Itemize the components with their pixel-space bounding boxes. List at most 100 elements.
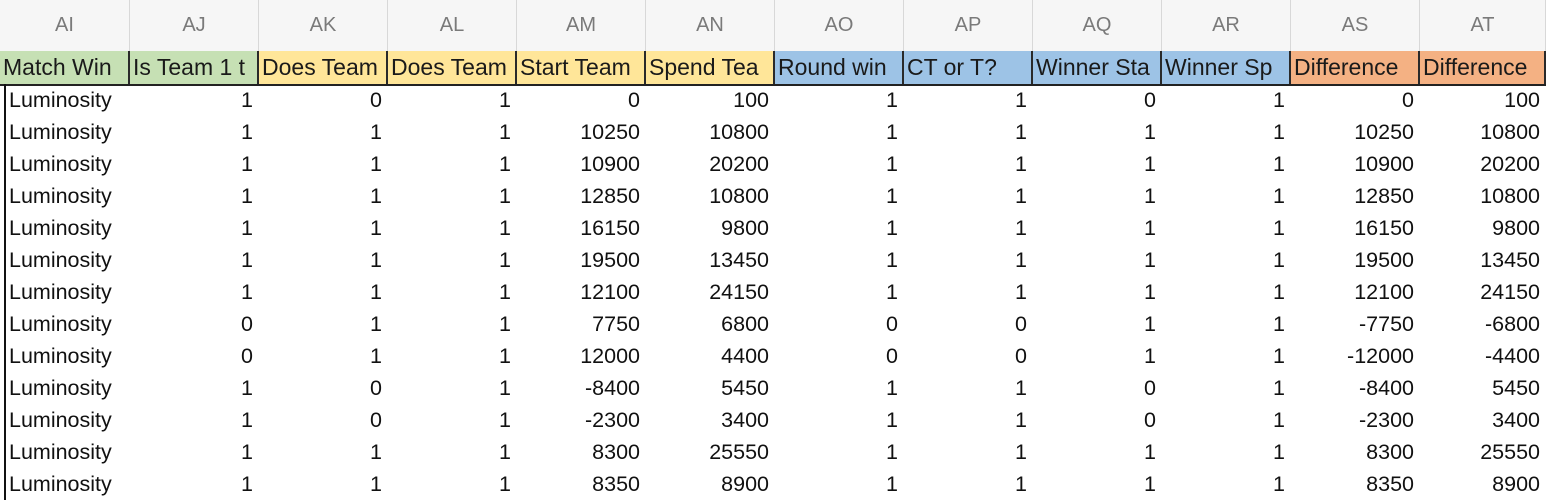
table-cell[interactable]: 24150 bbox=[709, 280, 769, 304]
table-cell[interactable]: 25550 bbox=[709, 440, 769, 464]
table-cell[interactable]: 1 bbox=[499, 376, 511, 400]
table-cell[interactable]: 1 bbox=[241, 184, 253, 208]
field-header-cell[interactable]: Does Team bbox=[259, 51, 388, 84]
field-header-cell[interactable]: Difference bbox=[1420, 51, 1546, 84]
table-cell[interactable]: 1 bbox=[1273, 216, 1285, 240]
table-cell[interactable]: 1 bbox=[241, 440, 253, 464]
table-cell[interactable]: 1 bbox=[1144, 280, 1156, 304]
table-cell[interactable]: 1 bbox=[241, 472, 253, 496]
table-cell[interactable]: 1 bbox=[1144, 344, 1156, 368]
table-cell[interactable]: 1 bbox=[1144, 216, 1156, 240]
table-cell[interactable]: 0 bbox=[370, 408, 382, 432]
table-cell[interactable]: 8300 bbox=[592, 440, 640, 464]
table-cell[interactable]: 1 bbox=[886, 408, 898, 432]
table-cell[interactable]: 0 bbox=[370, 376, 382, 400]
table-cell[interactable]: 0 bbox=[886, 312, 898, 336]
table-cell[interactable]: 5450 bbox=[721, 376, 769, 400]
table-cell[interactable]: 1 bbox=[370, 248, 382, 272]
table-cell[interactable]: 1 bbox=[1144, 312, 1156, 336]
table-cell[interactable]: 19500 bbox=[1354, 248, 1414, 272]
table-cell[interactable]: 1 bbox=[370, 280, 382, 304]
table-cell[interactable]: 1 bbox=[1015, 216, 1027, 240]
table-cell[interactable]: 8350 bbox=[592, 472, 640, 496]
table-cell[interactable]: Luminosity bbox=[9, 88, 112, 112]
table-cell[interactable]: 1 bbox=[886, 88, 898, 112]
table-cell[interactable]: 1 bbox=[241, 248, 253, 272]
table-cell[interactable]: 16150 bbox=[580, 216, 640, 240]
table-cell[interactable]: 1 bbox=[886, 440, 898, 464]
table-cell[interactable]: -2300 bbox=[1359, 408, 1414, 432]
table-cell[interactable]: Luminosity bbox=[9, 376, 112, 400]
table-cell[interactable]: -4400 bbox=[1485, 344, 1540, 368]
table-cell[interactable]: Luminosity bbox=[9, 248, 112, 272]
table-cell[interactable]: 6800 bbox=[721, 312, 769, 336]
table-cell[interactable]: Luminosity bbox=[9, 280, 112, 304]
table-cell[interactable]: 1 bbox=[499, 472, 511, 496]
table-cell[interactable]: 1 bbox=[1015, 248, 1027, 272]
table-cell[interactable]: 1 bbox=[499, 344, 511, 368]
table-cell[interactable]: 0 bbox=[886, 344, 898, 368]
table-cell[interactable]: Luminosity bbox=[9, 472, 112, 496]
table-cell[interactable]: 13450 bbox=[709, 248, 769, 272]
field-header-cell[interactable]: Difference bbox=[1291, 51, 1420, 84]
column-letter-header[interactable]: AJ bbox=[130, 0, 259, 51]
column-letter-header[interactable]: AT bbox=[1420, 0, 1546, 51]
table-cell[interactable]: 1 bbox=[370, 216, 382, 240]
table-cell[interactable]: 1 bbox=[370, 120, 382, 144]
table-cell[interactable]: 10900 bbox=[580, 152, 640, 176]
table-cell[interactable]: Luminosity bbox=[9, 408, 112, 432]
table-cell[interactable]: 1 bbox=[886, 152, 898, 176]
table-cell[interactable]: 1 bbox=[1144, 120, 1156, 144]
table-cell[interactable]: 1 bbox=[1273, 120, 1285, 144]
table-cell[interactable]: 1 bbox=[1015, 88, 1027, 112]
table-cell[interactable]: 12000 bbox=[580, 344, 640, 368]
table-cell[interactable]: 1 bbox=[499, 440, 511, 464]
table-cell[interactable]: 1 bbox=[241, 280, 253, 304]
table-cell[interactable]: 1 bbox=[1273, 312, 1285, 336]
table-cell[interactable]: 10900 bbox=[1354, 152, 1414, 176]
table-cell[interactable]: 1 bbox=[370, 472, 382, 496]
table-cell[interactable]: 12850 bbox=[580, 184, 640, 208]
table-cell[interactable]: 1 bbox=[499, 248, 511, 272]
table-cell[interactable]: 1 bbox=[1273, 184, 1285, 208]
table-cell[interactable]: -12000 bbox=[1347, 344, 1414, 368]
table-cell[interactable]: 1 bbox=[1273, 408, 1285, 432]
table-cell[interactable]: 1 bbox=[241, 376, 253, 400]
field-header-cell[interactable]: Winner Sp bbox=[1162, 51, 1291, 84]
table-cell[interactable]: 16150 bbox=[1354, 216, 1414, 240]
table-cell[interactable]: 9800 bbox=[1492, 216, 1540, 240]
table-cell[interactable]: 1 bbox=[499, 88, 511, 112]
table-cell[interactable]: 1 bbox=[886, 472, 898, 496]
table-cell[interactable]: 1 bbox=[1015, 472, 1027, 496]
table-cell[interactable]: 0 bbox=[1402, 88, 1414, 112]
table-cell[interactable]: 100 bbox=[1504, 88, 1540, 112]
table-cell[interactable]: 100 bbox=[733, 88, 769, 112]
table-cell[interactable]: 1 bbox=[1273, 440, 1285, 464]
table-cell[interactable]: 12100 bbox=[580, 280, 640, 304]
table-cell[interactable]: Luminosity bbox=[9, 152, 112, 176]
column-letter-header[interactable]: AK bbox=[259, 0, 388, 51]
table-cell[interactable]: 1 bbox=[1015, 120, 1027, 144]
table-cell[interactable]: 10800 bbox=[709, 120, 769, 144]
column-letter-header[interactable]: AI bbox=[0, 0, 130, 51]
table-cell[interactable]: 1 bbox=[241, 216, 253, 240]
table-cell[interactable]: 1 bbox=[370, 184, 382, 208]
table-cell[interactable]: 0 bbox=[1015, 312, 1027, 336]
table-cell[interactable]: 1 bbox=[499, 408, 511, 432]
table-cell[interactable]: 20200 bbox=[709, 152, 769, 176]
table-cell[interactable]: 13450 bbox=[1480, 248, 1540, 272]
table-cell[interactable]: 10800 bbox=[1480, 184, 1540, 208]
field-header-cell[interactable]: Start Team bbox=[517, 51, 646, 84]
table-cell[interactable]: 1 bbox=[886, 280, 898, 304]
table-cell[interactable]: 1 bbox=[1015, 152, 1027, 176]
table-cell[interactable]: 1 bbox=[1015, 408, 1027, 432]
table-cell[interactable]: 0 bbox=[1144, 88, 1156, 112]
field-header-cell[interactable]: Winner Sta bbox=[1033, 51, 1162, 84]
table-cell[interactable]: 1 bbox=[886, 376, 898, 400]
table-cell[interactable]: 0 bbox=[370, 88, 382, 112]
table-cell[interactable]: 10800 bbox=[709, 184, 769, 208]
table-cell[interactable]: 1 bbox=[499, 120, 511, 144]
table-cell[interactable]: 1 bbox=[1273, 280, 1285, 304]
table-cell[interactable]: 1 bbox=[886, 184, 898, 208]
table-cell[interactable]: 10250 bbox=[1354, 120, 1414, 144]
